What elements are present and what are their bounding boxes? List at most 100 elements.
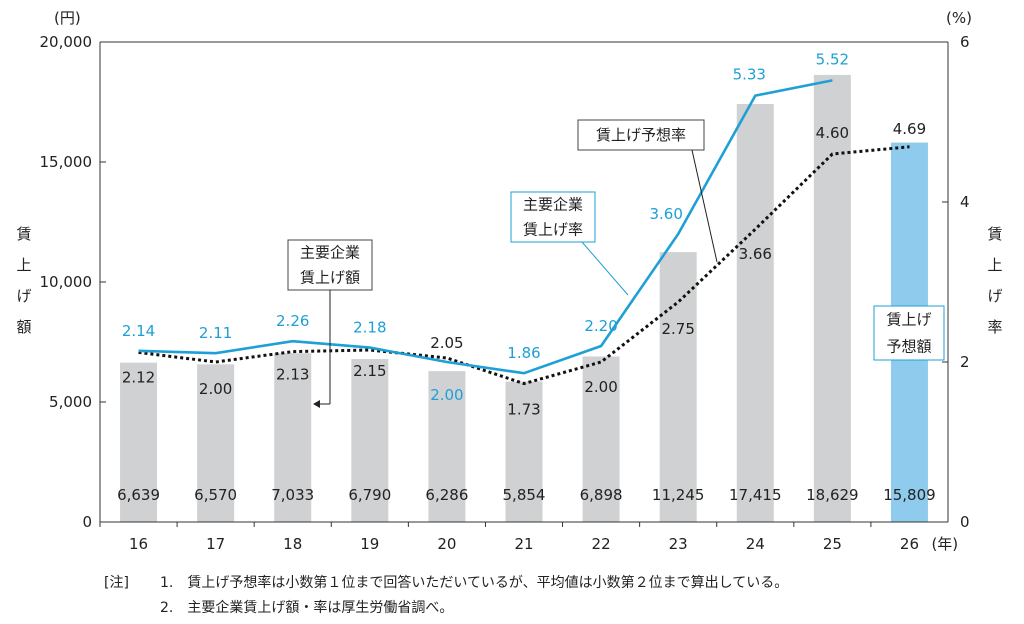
actual-rate-label: 2.11 bbox=[199, 324, 232, 342]
y-right-unit: (%) bbox=[946, 9, 972, 27]
bar-value-label: 7,033 bbox=[271, 486, 314, 504]
y-right-tick-label: 4 bbox=[960, 193, 970, 211]
y-left-title-char: げ bbox=[16, 287, 31, 305]
callout-forecast-text: 賃上げ予想率 bbox=[596, 126, 686, 144]
y-left-tick-label: 10,000 bbox=[40, 273, 93, 291]
y-left-tick-label: 5,000 bbox=[49, 393, 92, 411]
x-tick-label: 25 bbox=[823, 535, 842, 553]
callout-forecast: 賃上げ予想率 bbox=[577, 119, 705, 151]
x-tick-label: 19 bbox=[360, 535, 379, 553]
bar-value-label: 18,629 bbox=[806, 486, 859, 504]
y-right-tick-label: 6 bbox=[960, 33, 970, 51]
forecast-rate-label: 2.12 bbox=[122, 368, 155, 386]
actual-rate-label: 5.52 bbox=[816, 50, 849, 68]
note-1: 1. 賃上げ予想率は小数第１位まで回答いただいているが、平均値は小数第２位まで算… bbox=[160, 575, 789, 591]
forecast-rate-label: 1.73 bbox=[507, 401, 540, 419]
callout-rate-text: 賃上げ率 bbox=[523, 221, 583, 239]
forecast-rate-label: 2.00 bbox=[199, 380, 232, 398]
forecast-rate-label: 2.15 bbox=[353, 362, 386, 380]
y-right-title-char: 賃 bbox=[987, 225, 1002, 243]
callout-forecast-leader bbox=[691, 149, 718, 263]
bar-23 bbox=[659, 252, 697, 522]
y-left-title-char: 賃 bbox=[16, 225, 31, 243]
actual-rate-label: 5.33 bbox=[733, 66, 766, 84]
actual-rate-label: 2.14 bbox=[122, 322, 155, 340]
bar-value-label: 6,898 bbox=[580, 486, 623, 504]
bar-22 bbox=[582, 356, 620, 522]
actual-rate-label: 3.60 bbox=[649, 205, 682, 223]
lines bbox=[138, 79, 910, 386]
forecast-rate-label: 2.05 bbox=[430, 334, 463, 352]
bar-value-label: 17,415 bbox=[729, 486, 782, 504]
bar-value-label: 15,809 bbox=[883, 486, 936, 504]
bar-20 bbox=[428, 371, 466, 522]
actual-rate-label: 1.86 bbox=[507, 344, 540, 362]
forecast-rate-label: 2.13 bbox=[276, 366, 309, 384]
x-tick-label: 24 bbox=[746, 535, 765, 553]
bar-21 bbox=[505, 381, 543, 522]
callout-forecast-amount-text: 予想額 bbox=[886, 338, 931, 356]
bar-16 bbox=[120, 362, 158, 522]
y-left-unit: (円) bbox=[54, 9, 81, 27]
callout-rate-leader bbox=[581, 241, 629, 296]
callout-rate-frame bbox=[510, 191, 596, 243]
bar-17 bbox=[197, 364, 235, 522]
actual-rate-label: 2.18 bbox=[353, 319, 386, 337]
bar-value-label: 6,790 bbox=[348, 486, 391, 504]
bar-18 bbox=[274, 353, 312, 522]
forecast-rate-label: 2.00 bbox=[584, 378, 617, 396]
y-right-tick-label: 2 bbox=[960, 353, 970, 371]
y-right-title-char: 上 bbox=[987, 256, 1002, 274]
callout-amount-arrowhead bbox=[313, 400, 320, 408]
y-left-tick-label: 20,000 bbox=[40, 33, 93, 51]
callout-forecast-amount-text: 賃上げ bbox=[886, 311, 931, 329]
actual-rate-line bbox=[138, 79, 833, 375]
y-right-title-char: げ bbox=[987, 287, 1002, 305]
forecast-rate-label: 4.69 bbox=[893, 120, 926, 138]
bars bbox=[120, 74, 928, 523]
y-right-tick-label: 0 bbox=[960, 513, 970, 531]
actual-rate-label: 2.20 bbox=[584, 317, 617, 335]
x-tick-label: 18 bbox=[283, 535, 302, 553]
callout-amount-text: 賃上げ額 bbox=[300, 269, 360, 287]
x-tick-label: 21 bbox=[514, 535, 533, 553]
x-tick-label: 16 bbox=[129, 535, 148, 553]
forecast-rate-label: 3.66 bbox=[739, 245, 772, 263]
callout-rate-text: 主要企業 bbox=[523, 196, 583, 214]
note-2: 2. 主要企業賃上げ額・率は厚生労働省調べ。 bbox=[160, 600, 454, 616]
y-left-tick-label: 15,000 bbox=[40, 153, 93, 171]
bar-25 bbox=[813, 74, 851, 523]
x-tick-label: 23 bbox=[669, 535, 688, 553]
x-tick-label: 17 bbox=[206, 535, 225, 553]
note-prefix: [注] bbox=[104, 575, 129, 591]
y-left-tick-label: 0 bbox=[82, 513, 92, 531]
bar-19 bbox=[351, 359, 389, 522]
x-tick-label: 22 bbox=[592, 535, 611, 553]
y-right-title-char: 率 bbox=[987, 318, 1002, 336]
bar-value-label: 11,245 bbox=[652, 486, 705, 504]
actual-rate-label: 2.26 bbox=[276, 312, 309, 330]
forecast-rate-label: 2.75 bbox=[661, 320, 694, 338]
y-left-title-char: 額 bbox=[16, 318, 31, 336]
callout-amount-text: 主要企業 bbox=[300, 244, 360, 262]
forecast-rate-label: 4.60 bbox=[816, 124, 849, 142]
callout-amount-frame bbox=[287, 239, 373, 291]
bar-value-label: 6,570 bbox=[194, 486, 237, 504]
forecast-rate-line bbox=[138, 145, 910, 386]
bar-value-label: 6,286 bbox=[425, 486, 468, 504]
x-axis-unit: (年) bbox=[931, 535, 958, 553]
data-labels: 6,639 6,570 7,033 6,790 6,286 5,854 6,898 11,24… bbox=[117, 50, 936, 504]
y-left-title-char: 上 bbox=[16, 256, 31, 274]
x-tick-label: 20 bbox=[437, 535, 456, 553]
bar-value-label: 6,639 bbox=[117, 486, 160, 504]
callout-amount: 主要企業賃上げ額 bbox=[287, 239, 373, 291]
callout-forecast-frame bbox=[577, 119, 705, 151]
actual-rate-label: 2.00 bbox=[430, 386, 463, 404]
bar-24 bbox=[736, 104, 774, 522]
bar-value-label: 5,854 bbox=[503, 486, 546, 504]
